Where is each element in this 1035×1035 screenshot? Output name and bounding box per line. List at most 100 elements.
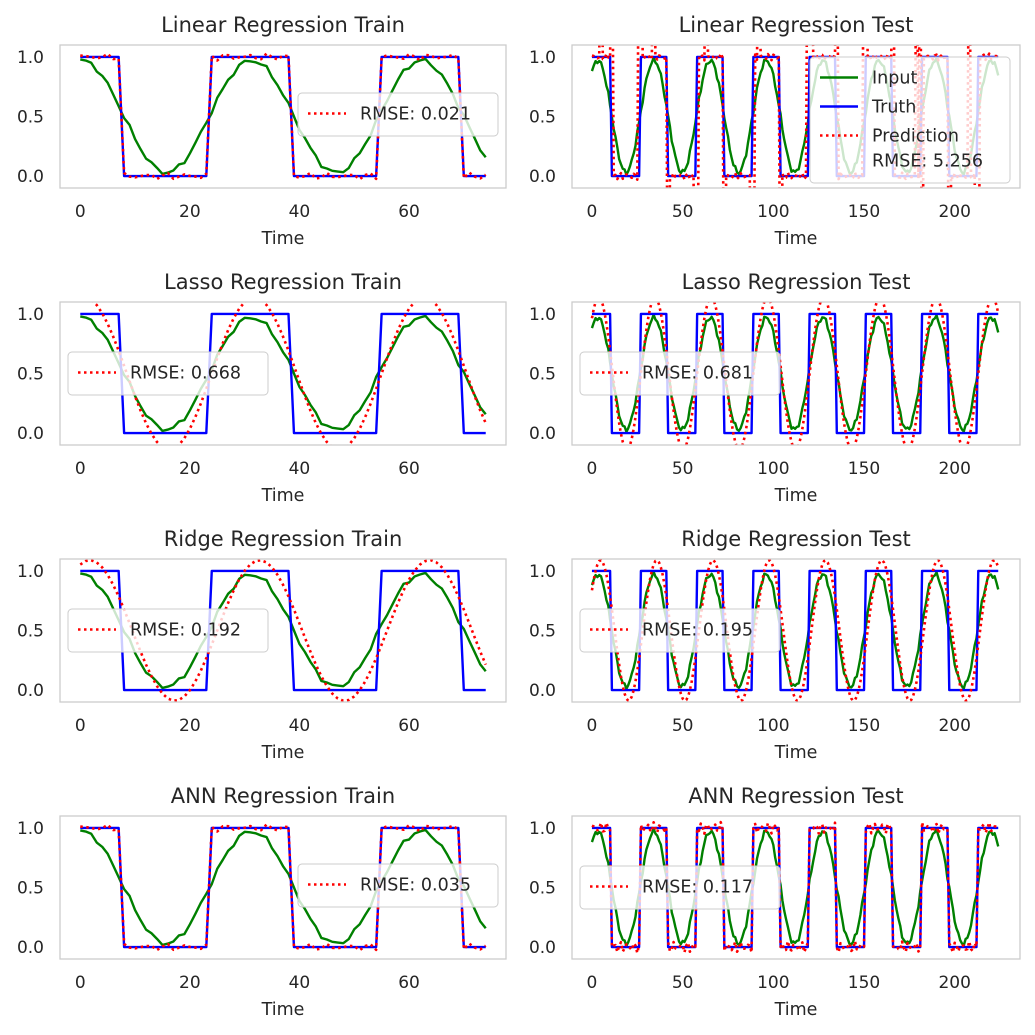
x-axis-label: Time xyxy=(261,486,305,506)
series-input xyxy=(80,828,487,947)
x-tick-label: 200 xyxy=(938,459,970,479)
x-tick-label: 0 xyxy=(75,716,86,736)
panel-5: Ridge Regression Test 0.0 0.5 1.0 0 50 100 150 2… xyxy=(529,527,1021,763)
series-prediction xyxy=(80,52,487,181)
legend-box xyxy=(579,351,781,396)
panel-title: Ridge Regression Train xyxy=(164,527,403,551)
y-tick-label: 1.0 xyxy=(529,562,556,582)
legend-box xyxy=(579,608,781,653)
x-tick-label: 60 xyxy=(398,716,420,736)
panel-title: ANN Regression Train xyxy=(171,784,395,808)
x-tick-label: 0 xyxy=(587,973,598,993)
x-tick-label: 100 xyxy=(757,459,789,479)
plot-area xyxy=(80,52,487,181)
series-input xyxy=(590,313,1000,433)
x-tick-label: 0 xyxy=(587,459,598,479)
axes-frame xyxy=(571,558,1021,703)
legend: RMSE: 0.035 xyxy=(297,863,499,908)
plot-area xyxy=(590,302,1000,445)
legend: RMSE: 0.021 xyxy=(297,92,499,137)
plot-area xyxy=(80,823,487,952)
y-tick-label: 1.0 xyxy=(17,48,44,68)
y-tick-label: 0.5 xyxy=(529,622,556,642)
y-tick-label: 1.0 xyxy=(529,305,556,325)
x-tick-label: 20 xyxy=(179,716,201,736)
y-tick-label: 0.5 xyxy=(17,108,44,128)
series-truth xyxy=(80,312,486,435)
panel-7: ANN Regression Test 0.0 0.5 1.0 0 50 100 150 200… xyxy=(529,784,1021,1020)
panel-title: Linear Regression Train xyxy=(161,13,405,37)
x-tick-label: 60 xyxy=(398,973,420,993)
y-tick-label: 0.0 xyxy=(529,938,556,958)
y-tick-label: 0.0 xyxy=(529,424,556,444)
x-tick-label: 0 xyxy=(587,202,598,222)
axes-frame xyxy=(59,815,507,960)
x-tick-label: 200 xyxy=(938,973,970,993)
y-tick-label: 1.0 xyxy=(529,819,556,839)
series-truth xyxy=(591,312,999,435)
plot-area xyxy=(590,559,1000,702)
series-input xyxy=(80,57,487,176)
panel-4: Ridge Regression Train 0.0 0.5 1.0 0 20 40 60 Ti… xyxy=(17,527,507,763)
legend-box xyxy=(297,92,499,137)
x-tick-label: 100 xyxy=(757,973,789,993)
legend-box xyxy=(809,56,1011,184)
series-input xyxy=(80,314,487,433)
x-tick-label: 40 xyxy=(289,459,311,479)
legend-label: RMSE: 0.192 xyxy=(130,621,241,641)
x-tick-label: 0 xyxy=(587,716,598,736)
x-tick-label: 200 xyxy=(938,716,970,736)
series-input xyxy=(80,571,487,690)
y-tick-label: 0.0 xyxy=(17,938,44,958)
legend-box xyxy=(297,863,499,908)
series-truth xyxy=(591,826,999,949)
axes-frame xyxy=(59,44,507,189)
y-tick-label: 0.5 xyxy=(17,622,44,642)
y-tick-label: 0.5 xyxy=(17,879,44,899)
series-input xyxy=(590,827,1000,947)
legend-label: Prediction xyxy=(872,127,959,147)
panel-0: Linear Regression Train 0.0 0.5 1.0 0 20 40 60 T… xyxy=(17,13,507,249)
x-tick-label: 100 xyxy=(757,716,789,736)
legend: RMSE: 0.195 xyxy=(579,608,781,653)
panel-title: Ridge Regression Test xyxy=(681,527,911,551)
x-tick-label: 20 xyxy=(179,459,201,479)
x-tick-label: 200 xyxy=(938,202,970,222)
legend-label: RMSE: 5.256 xyxy=(872,152,983,172)
y-tick-label: 1.0 xyxy=(17,562,44,582)
series-truth xyxy=(80,569,486,692)
y-tick-label: 0.5 xyxy=(529,365,556,385)
y-tick-label: 0.5 xyxy=(529,879,556,899)
legend-label: RMSE: 0.668 xyxy=(130,364,241,384)
panel-title: ANN Regression Test xyxy=(688,784,903,808)
x-tick-label: 0 xyxy=(75,202,86,222)
x-axis-label: Time xyxy=(774,743,818,763)
x-tick-label: 40 xyxy=(289,716,311,736)
x-axis-label: Time xyxy=(774,486,818,506)
panel-title: Lasso Regression Test xyxy=(682,270,911,294)
plot-area xyxy=(80,302,487,445)
series-truth xyxy=(591,569,999,692)
legend: RMSE: 0.192 xyxy=(67,608,269,653)
x-tick-label: 150 xyxy=(848,716,880,736)
y-tick-label: 0.0 xyxy=(17,681,44,701)
panel-title: Linear Regression Test xyxy=(679,13,914,37)
axes-frame xyxy=(571,44,1021,189)
legend-box xyxy=(67,608,269,653)
x-tick-label: 150 xyxy=(848,973,880,993)
legend-box xyxy=(67,351,269,396)
legend: RMSE: 0.681 xyxy=(579,351,781,396)
legend: RMSE: 0.117 xyxy=(579,865,781,910)
series-prediction xyxy=(591,45,999,188)
legend-label: Truth xyxy=(871,98,916,118)
x-tick-label: 20 xyxy=(179,973,201,993)
legend: Input Truth Prediction RMSE: 5.256 xyxy=(809,56,1011,184)
x-tick-label: 100 xyxy=(757,202,789,222)
y-tick-label: 0.0 xyxy=(529,681,556,701)
legend-label: RMSE: 0.681 xyxy=(642,364,753,384)
legend-label: RMSE: 0.021 xyxy=(360,105,471,125)
x-tick-label: 150 xyxy=(848,459,880,479)
y-tick-label: 0.0 xyxy=(529,167,556,187)
x-tick-label: 40 xyxy=(289,973,311,993)
